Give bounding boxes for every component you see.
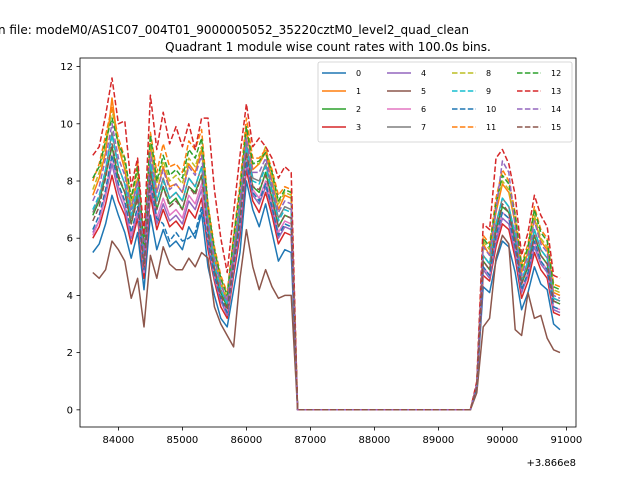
- legend-label-0: 0: [356, 69, 361, 78]
- x-tick-label: 90000: [486, 435, 518, 446]
- y-tick-label: 2: [67, 348, 73, 359]
- series-line-6: [92, 154, 561, 411]
- figure-suptitle: n file: modeM0/AS1C07_004T01_9000005052_…: [0, 23, 469, 37]
- x-tick-label: 91000: [550, 435, 582, 446]
- legend-label-8: 8: [486, 69, 491, 78]
- legend-label-13: 13: [551, 87, 561, 96]
- y-axis: 0 2 4 6 8 10 12: [60, 62, 80, 416]
- y-tick-label: 12: [60, 62, 73, 73]
- legend-label-10: 10: [486, 105, 496, 114]
- legend-label-14: 14: [551, 105, 561, 114]
- x-tick-label: 86000: [230, 435, 262, 446]
- legend-label-6: 6: [421, 105, 426, 114]
- x-tick-label: 88000: [358, 435, 390, 446]
- legend-label-4: 4: [421, 69, 426, 78]
- y-tick-label: 6: [67, 234, 73, 245]
- series-layer: [92, 77, 561, 411]
- series-line-5: [92, 228, 561, 411]
- y-tick-label: 8: [67, 177, 73, 188]
- legend-box: [317, 61, 573, 143]
- legend-label-1: 1: [356, 87, 361, 96]
- series-line-0: [92, 180, 561, 411]
- x-tick-label: 85000: [166, 435, 198, 446]
- x-tick-label: 84000: [102, 435, 134, 446]
- y-tick-label: 0: [67, 405, 73, 416]
- y-tick-label: 4: [67, 291, 73, 302]
- chart-title: Quadrant 1 module wise count rates with …: [165, 40, 491, 54]
- x-offset-label: +3.866e8: [526, 458, 576, 469]
- legend-label-15: 15: [551, 123, 561, 132]
- legend-label-5: 5: [421, 87, 426, 96]
- series-line-15: [92, 143, 561, 411]
- plot-frame: [79, 57, 577, 428]
- y-tick-label: 10: [60, 119, 73, 130]
- legend-label-7: 7: [421, 123, 426, 132]
- series-line-10: [92, 154, 561, 411]
- x-axis: 84000 85000 86000 87000 88000 89000 90000 91000: [102, 427, 582, 446]
- x-tick-label: 89000: [422, 435, 454, 446]
- legend-label-3: 3: [356, 123, 361, 132]
- legend-label-12: 12: [551, 69, 561, 78]
- series-line-13: [92, 77, 561, 411]
- legend-label-11: 11: [486, 123, 496, 132]
- x-tick-label: 87000: [294, 435, 326, 446]
- legend-label-9: 9: [486, 87, 491, 96]
- legend-label-2: 2: [356, 105, 361, 114]
